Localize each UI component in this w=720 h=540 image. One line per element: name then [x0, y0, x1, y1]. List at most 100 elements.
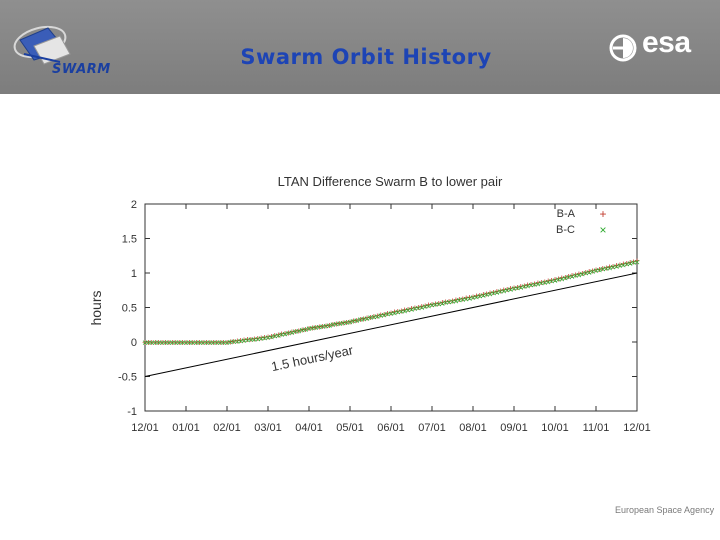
interpolated-point: ×: [289, 328, 295, 339]
interpolated-point: ×: [299, 326, 305, 337]
data-point: ×: [388, 309, 394, 320]
interpolated-point: +: [620, 260, 626, 271]
interpolated-point: +: [569, 271, 575, 282]
interpolated-point: ×: [607, 263, 613, 274]
interpolated-point: +: [145, 338, 151, 349]
interpolated-point: +: [491, 288, 497, 299]
interpolated-point: ×: [480, 291, 486, 302]
interpolated-point: ×: [422, 302, 428, 313]
data-point: +: [593, 266, 599, 277]
interpolated-point: +: [354, 316, 360, 327]
interpolated-point: +: [487, 289, 493, 300]
interpolated-point: +: [296, 326, 302, 337]
interpolated-point: ×: [487, 289, 493, 300]
interpolated-point: +: [504, 285, 510, 296]
interpolated-point: ×: [286, 329, 292, 340]
interpolated-point: ×: [545, 277, 551, 288]
interpolated-point: +: [303, 325, 309, 336]
interpolated-point: ×: [186, 338, 192, 349]
data-point: +: [265, 332, 271, 343]
interpolated-point: +: [422, 301, 428, 312]
interpolated-point: +: [309, 324, 315, 335]
interpolated-point: +: [409, 304, 415, 315]
interpolated-point: +: [176, 338, 182, 349]
interpolated-point: ×: [463, 294, 469, 305]
interpolated-point: ×: [152, 338, 158, 349]
interpolated-point: ×: [374, 312, 380, 323]
esa-logo-text: esa: [642, 26, 691, 59]
interpolated-point: +: [190, 338, 196, 349]
interpolated-point: ×: [508, 285, 514, 296]
interpolated-point: +: [603, 263, 609, 274]
interpolated-point: ×: [450, 297, 456, 308]
interpolated-point: +: [579, 269, 585, 280]
interpolated-point: +: [357, 315, 363, 326]
interpolated-point: ×: [361, 315, 367, 326]
data-point: +: [347, 317, 353, 328]
data-point: ×: [634, 257, 640, 268]
interpolated-point: ×: [371, 312, 377, 323]
interpolated-point: ×: [204, 338, 210, 349]
interpolated-point: ×: [248, 335, 254, 346]
data-point: +: [388, 308, 394, 319]
data-point: +: [142, 338, 148, 349]
interpolated-point: ×: [549, 277, 555, 288]
interpolated-point: ×: [272, 332, 278, 343]
interpolated-point: +: [508, 284, 514, 295]
interpolated-point: +: [313, 323, 319, 334]
interpolated-point: +: [262, 333, 268, 344]
interpolated-point: ×: [419, 303, 425, 314]
interpolated-point: ×: [333, 320, 339, 331]
interpolated-point: +: [180, 338, 186, 349]
legend: B-A + B-C ×: [556, 207, 606, 237]
interpolated-point: +: [210, 338, 216, 349]
interpolated-point: ×: [610, 263, 616, 274]
data-point: ×: [265, 333, 271, 344]
interpolated-point: +: [299, 326, 305, 337]
interpolated-point: ×: [279, 330, 285, 341]
data-point: +: [511, 283, 517, 294]
interpolated-point: +: [241, 336, 247, 347]
interpolated-point: +: [532, 279, 538, 290]
interpolated-point: +: [596, 265, 602, 276]
interpolated-point: +: [391, 308, 397, 319]
interpolated-point: ×: [426, 301, 432, 312]
interpolated-point: ×: [340, 318, 346, 329]
interpolated-point: ×: [159, 338, 165, 349]
interpolated-point: ×: [439, 299, 445, 310]
interpolated-point: +: [333, 320, 339, 331]
interpolated-point: ×: [542, 278, 548, 289]
interpolated-point: +: [450, 296, 456, 307]
interpolated-point: ×: [504, 286, 510, 297]
interpolated-point: ×: [467, 294, 473, 305]
interpolated-point: +: [617, 260, 623, 271]
interpolated-point: +: [323, 321, 329, 332]
data-point: +: [306, 324, 312, 335]
interpolated-point: ×: [436, 299, 442, 310]
interpolated-point: +: [456, 295, 462, 306]
interpolated-point: +: [374, 311, 380, 322]
y-tick-label: 1: [131, 268, 137, 280]
interpolated-point: ×: [532, 280, 538, 291]
interpolated-point: +: [378, 311, 384, 322]
y-tick-label: 0: [131, 337, 137, 349]
interpolated-point: +: [204, 338, 210, 349]
interpolated-point: ×: [576, 270, 582, 281]
interpolated-point: +: [419, 302, 425, 313]
interpolated-point: ×: [528, 281, 534, 292]
interpolated-point: ×: [525, 281, 531, 292]
interpolated-point: +: [169, 338, 175, 349]
interpolated-point: ×: [378, 311, 384, 322]
y-tick-label: 2: [131, 199, 137, 211]
x-tick-label: 09/01: [500, 422, 528, 434]
interpolated-point: ×: [337, 319, 343, 330]
interpolated-point: ×: [497, 287, 503, 298]
interpolated-point: ×: [583, 269, 589, 280]
interpolated-point: ×: [385, 310, 391, 321]
interpolated-point: +: [600, 264, 606, 275]
interpolated-point: ×: [600, 265, 606, 276]
interpolated-point: ×: [221, 338, 227, 349]
legend-marker-b-a: +: [599, 207, 606, 221]
interpolated-point: ×: [303, 325, 309, 336]
interpolated-point: +: [514, 283, 520, 294]
